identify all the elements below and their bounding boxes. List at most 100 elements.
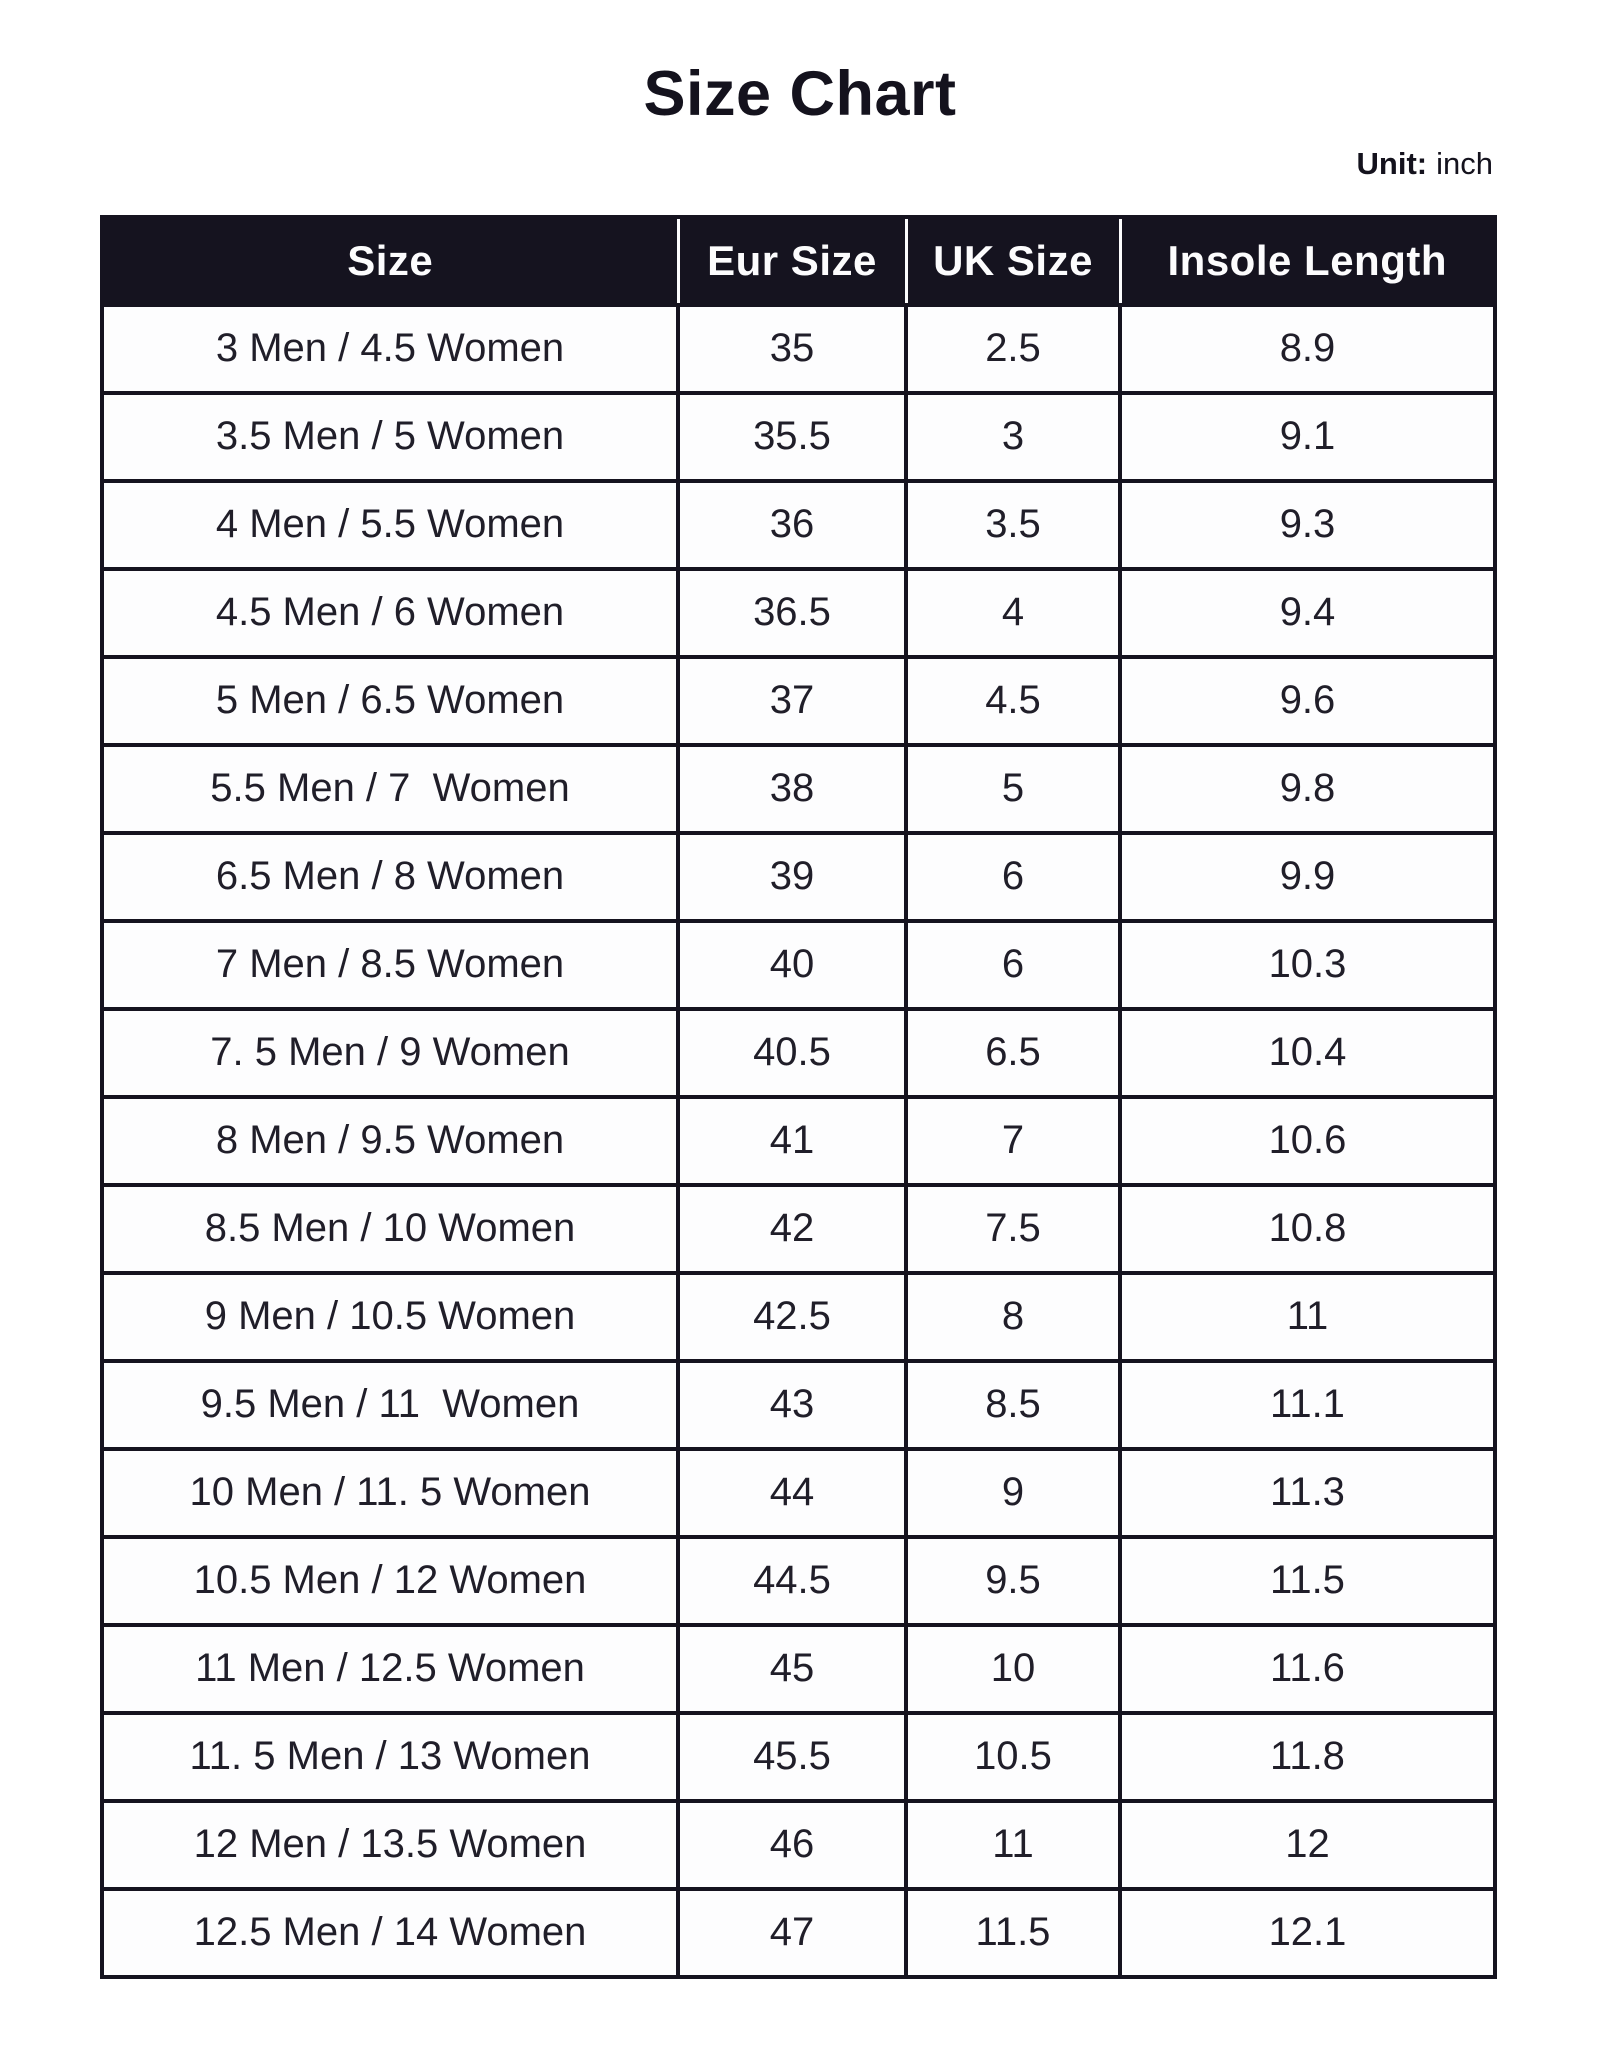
table-cell: 4.5 Men / 6 Women (100, 566, 680, 659)
table-cell: 6 (904, 830, 1122, 923)
table-cell: 2.5 (904, 302, 1122, 395)
table-row: 5 Men / 6.5 Women 37 4.5 9.6 (100, 654, 1497, 747)
table-cell: 45 (676, 1622, 908, 1715)
table-cell: 44 (676, 1446, 908, 1539)
unit-note: Unit: inch (100, 144, 1493, 184)
table-cell: 6.5 (904, 1006, 1122, 1099)
table-cell: 9.4 (1118, 566, 1497, 659)
table-cell: 37 (676, 654, 908, 747)
table-cell: 40 (676, 918, 908, 1011)
table-row: 4.5 Men / 6 Women 36.5 4 9.4 (100, 566, 1497, 659)
size-table-body: 3 Men / 4.5 Women 35 2.5 8.9 3.5 Men / 5 Wom… (100, 302, 1497, 1979)
table-cell: 8.9 (1118, 302, 1497, 395)
table-cell: 5.5 Men / 7 Women (100, 742, 680, 835)
table-row: 8 Men / 9.5 Women 41 7 10.6 (100, 1094, 1497, 1187)
table-cell: 7 Men / 8.5 Women (100, 918, 680, 1011)
table-row: 8.5 Men / 10 Women 42 7.5 10.8 (100, 1182, 1497, 1275)
table-cell: 6.5 Men / 8 Women (100, 830, 680, 923)
table-cell: 45.5 (676, 1710, 908, 1803)
table-cell: 38 (676, 742, 908, 835)
table-cell: 11.8 (1118, 1710, 1497, 1803)
unit-label: Unit: (1356, 146, 1428, 182)
table-cell: 43 (676, 1358, 908, 1451)
table-row: 10.5 Men / 12 Women 44.5 9.5 11.5 (100, 1534, 1497, 1627)
table-cell: 9.5 (904, 1534, 1122, 1627)
table-cell: 6 (904, 918, 1122, 1011)
size-chart-table: Size Eur Size UK Size Insole Length 3 Me… (100, 214, 1497, 1979)
table-cell: 8 (904, 1270, 1122, 1363)
table-cell: 42 (676, 1182, 908, 1275)
table-cell: 42.5 (676, 1270, 908, 1363)
table-cell: 9.3 (1118, 478, 1497, 571)
table-cell: 7. 5 Men / 9 Women (100, 1006, 680, 1099)
table-row: 10 Men / 11. 5 Women 44 9 11.3 (100, 1446, 1497, 1539)
table-cell: 9 Men / 10.5 Women (100, 1270, 680, 1363)
header-row: Size Eur Size UK Size Insole Length (102, 216, 1495, 307)
table-cell: 8.5 Men / 10 Women (100, 1182, 680, 1275)
table-cell: 3 (904, 390, 1122, 483)
table-cell: 7 (904, 1094, 1122, 1187)
table-cell: 11. 5 Men / 13 Women (100, 1710, 680, 1803)
table-row: 7. 5 Men / 9 Women 40.5 6.5 10.4 (100, 1006, 1497, 1099)
table-row: 5.5 Men / 7 Women 38 5 9.8 (100, 742, 1497, 835)
table-cell: 9.9 (1118, 830, 1497, 923)
table-cell: 5 (904, 742, 1122, 835)
table-cell: 11 (1118, 1270, 1497, 1363)
table-cell: 36.5 (676, 566, 908, 659)
table-cell: 4 (904, 566, 1122, 659)
table-cell: 9.5 Men / 11 Women (100, 1358, 680, 1451)
header-cell-size: Size (102, 216, 680, 307)
table-cell: 36 (676, 478, 908, 571)
table-row: 11 Men / 12.5 Women 45 10 11.6 (100, 1622, 1497, 1715)
table-cell: 12.5 Men / 14 Women (100, 1886, 680, 1979)
table-cell: 10 (904, 1622, 1122, 1715)
table-cell: 35.5 (676, 390, 908, 483)
table-row: 7 Men / 8.5 Women 40 6 10.3 (100, 918, 1497, 1011)
table-row: 9.5 Men / 11 Women 43 8.5 11.1 (100, 1358, 1497, 1451)
table-cell: 3 Men / 4.5 Women (100, 302, 680, 395)
table-cell: 9.6 (1118, 654, 1497, 747)
table-cell: 11.1 (1118, 1358, 1497, 1451)
table-cell: 11.6 (1118, 1622, 1497, 1715)
table-cell: 12 Men / 13.5 Women (100, 1798, 680, 1891)
table-cell: 10.4 (1118, 1006, 1497, 1099)
table-row: 9 Men / 10.5 Women 42.5 8 11 (100, 1270, 1497, 1363)
header-cell-eur-size: Eur Size (678, 216, 908, 307)
table-cell: 10.3 (1118, 918, 1497, 1011)
table-cell: 3.5 (904, 478, 1122, 571)
table-cell: 11.3 (1118, 1446, 1497, 1539)
table-cell: 5 Men / 6.5 Women (100, 654, 680, 747)
table-cell: 8.5 (904, 1358, 1122, 1451)
table-cell: 47 (676, 1886, 908, 1979)
table-row: 6.5 Men / 8 Women 39 6 9.9 (100, 830, 1497, 923)
table-row: 3.5 Men / 5 Women 35.5 3 9.1 (100, 390, 1497, 483)
table-cell: 10.8 (1118, 1182, 1497, 1275)
table-cell: 40.5 (676, 1006, 908, 1099)
table-row: 3 Men / 4.5 Women 35 2.5 8.9 (100, 302, 1497, 395)
unit-value: inch (1436, 146, 1493, 182)
table-cell: 10.5 Men / 12 Women (100, 1534, 680, 1627)
page-title: Size Chart (643, 59, 957, 129)
table-cell: 41 (676, 1094, 908, 1187)
table-cell: 10.5 (904, 1710, 1122, 1803)
table-row: 4 Men / 5.5 Women 36 3.5 9.3 (100, 478, 1497, 571)
table-cell: 39 (676, 830, 908, 923)
table-cell: 11 (904, 1798, 1122, 1891)
table-cell: 12.1 (1118, 1886, 1497, 1979)
header-cell-uk-size: UK Size (906, 216, 1122, 307)
table-cell: 12 (1118, 1798, 1497, 1891)
table-header: Size Eur Size UK Size Insole Length (102, 216, 1495, 307)
header-cell-insole-length: Insole Length (1120, 216, 1495, 307)
table-cell: 9 (904, 1446, 1122, 1539)
table-cell: 3.5 Men / 5 Women (100, 390, 680, 483)
table-cell: 46 (676, 1798, 908, 1891)
table-cell: 9.1 (1118, 390, 1497, 483)
table-cell: 44.5 (676, 1534, 908, 1627)
table-cell: 7.5 (904, 1182, 1122, 1275)
table-cell: 4.5 (904, 654, 1122, 747)
table-cell: 4 Men / 5.5 Women (100, 478, 680, 571)
table-cell: 10.6 (1118, 1094, 1497, 1187)
table-cell: 11.5 (904, 1886, 1122, 1979)
table-cell: 9.8 (1118, 742, 1497, 835)
